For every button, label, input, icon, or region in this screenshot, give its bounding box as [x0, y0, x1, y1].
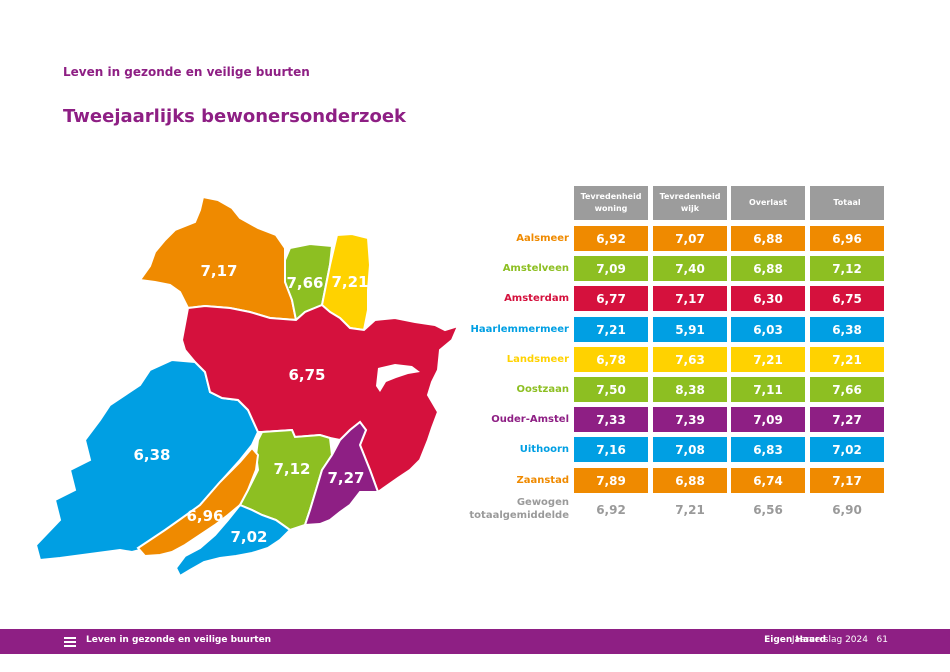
- map-value-zaanstad: 6,96: [186, 507, 223, 525]
- footer-report: Jaarverslag 2024: [791, 635, 868, 645]
- map-value-aalsmeer: 7,17: [200, 262, 237, 280]
- row-label: Oostzaan: [516, 384, 569, 395]
- score-cell: 7,50: [574, 377, 648, 402]
- row-label: Zaanstad: [516, 475, 569, 486]
- map-water-ij: [376, 364, 420, 392]
- score-cell: 7,63: [653, 347, 727, 372]
- page-title: Tweejaarlijks bewonersonderzoek: [63, 106, 407, 127]
- row-label: Uithoorn: [519, 444, 569, 455]
- page-number: 61: [876, 635, 888, 645]
- map-value-amsterdam: 6,75: [288, 366, 325, 384]
- score-cell: 7,21: [731, 347, 805, 372]
- score-cell: 7,21: [574, 317, 648, 342]
- row-label: Ouder-Amstel: [491, 414, 569, 425]
- score-cell: 7,09: [731, 407, 805, 432]
- score-cell: 7,27: [810, 407, 884, 432]
- map-value-landsmeer: 7,21: [331, 273, 368, 291]
- map-region-ouder-amstel: [303, 420, 380, 527]
- score-cell: 7,11: [731, 377, 805, 402]
- score-cell: 6,88: [731, 256, 805, 281]
- score-cell: 7,02: [810, 437, 884, 462]
- score-cell: 6,77: [574, 286, 648, 311]
- row-label: Amsterdam: [504, 293, 569, 304]
- map-region-amsterdam: [180, 303, 460, 494]
- score-cell: 7,16: [574, 437, 648, 462]
- score-cell: 7,39: [653, 407, 727, 432]
- score-cell: 5,91: [653, 317, 727, 342]
- score-cell: 7,21: [810, 347, 884, 372]
- row-label: Landsmeer: [506, 354, 569, 365]
- map-value-haarlemmermeer: 6,38: [133, 446, 170, 464]
- average-value: 6,90: [832, 503, 862, 517]
- score-cell: 6,83: [731, 437, 805, 462]
- column-header-tevredenheid-wijk: Tevredenheid wijk: [653, 186, 727, 220]
- score-cell: 7,07: [653, 226, 727, 251]
- column-header-totaal: Totaal: [810, 186, 884, 220]
- score-cell: 7,40: [653, 256, 727, 281]
- score-cell: 7,17: [810, 468, 884, 493]
- score-cell: 6,74: [731, 468, 805, 493]
- score-cell: 6,78: [574, 347, 648, 372]
- average-value: 7,21: [675, 503, 705, 517]
- map-region-uithoorn: [174, 503, 292, 578]
- score-cell: 7,09: [574, 256, 648, 281]
- score-cell: 7,66: [810, 377, 884, 402]
- column-header-overlast: Overlast: [731, 186, 805, 220]
- row-label: Aalsmeer: [516, 233, 569, 244]
- score-cell: 7,89: [574, 468, 648, 493]
- average-value: 6,92: [596, 503, 626, 517]
- score-cell: 7,33: [574, 407, 648, 432]
- footer-section-link[interactable]: Leven in gezonde en veilige buurten: [86, 635, 272, 645]
- map-value-oostzaan: 7,12: [273, 460, 310, 478]
- footer-bar: Leven in gezonde en veilige buurten Eige…: [0, 629, 950, 654]
- map-value-ouder-amstel: 7,27: [327, 469, 364, 487]
- region-map: 7,17 7,66 7,21 6,75 6,38 7,12 7,27 6,96 …: [34, 195, 460, 578]
- row-label: Haarlemmermeer: [470, 324, 569, 335]
- score-cell: 6,30: [731, 286, 805, 311]
- column-header-tevredenheid-woning: Tevredenheid woning: [574, 186, 648, 220]
- score-cell: 6,92: [574, 226, 648, 251]
- map-region-aalsmeer: [138, 195, 298, 322]
- map-region-oostzaan: [238, 428, 334, 532]
- score-cell: 7,17: [653, 286, 727, 311]
- score-cell: 7,08: [653, 437, 727, 462]
- section-label: Leven in gezonde en veilige buurten: [63, 65, 310, 79]
- score-cell: 6,75: [810, 286, 884, 311]
- score-cell: 6,88: [731, 226, 805, 251]
- menu-icon[interactable]: [64, 637, 76, 647]
- average-value: 6,56: [753, 503, 783, 517]
- average-label: Gewogen totaalgemiddelde: [469, 497, 569, 521]
- score-cell: 6,88: [653, 468, 727, 493]
- score-cell: 6,96: [810, 226, 884, 251]
- score-cell: 7,12: [810, 256, 884, 281]
- score-cell: 6,03: [731, 317, 805, 342]
- score-cell: 6,38: [810, 317, 884, 342]
- row-label: Amstelveen: [502, 263, 569, 274]
- map-value-amstelveen: 7,66: [286, 274, 323, 292]
- score-cell: 8,38: [653, 377, 727, 402]
- map-value-uithoorn: 7,02: [230, 528, 267, 546]
- footer-brand: Eigen Haard: [764, 635, 826, 645]
